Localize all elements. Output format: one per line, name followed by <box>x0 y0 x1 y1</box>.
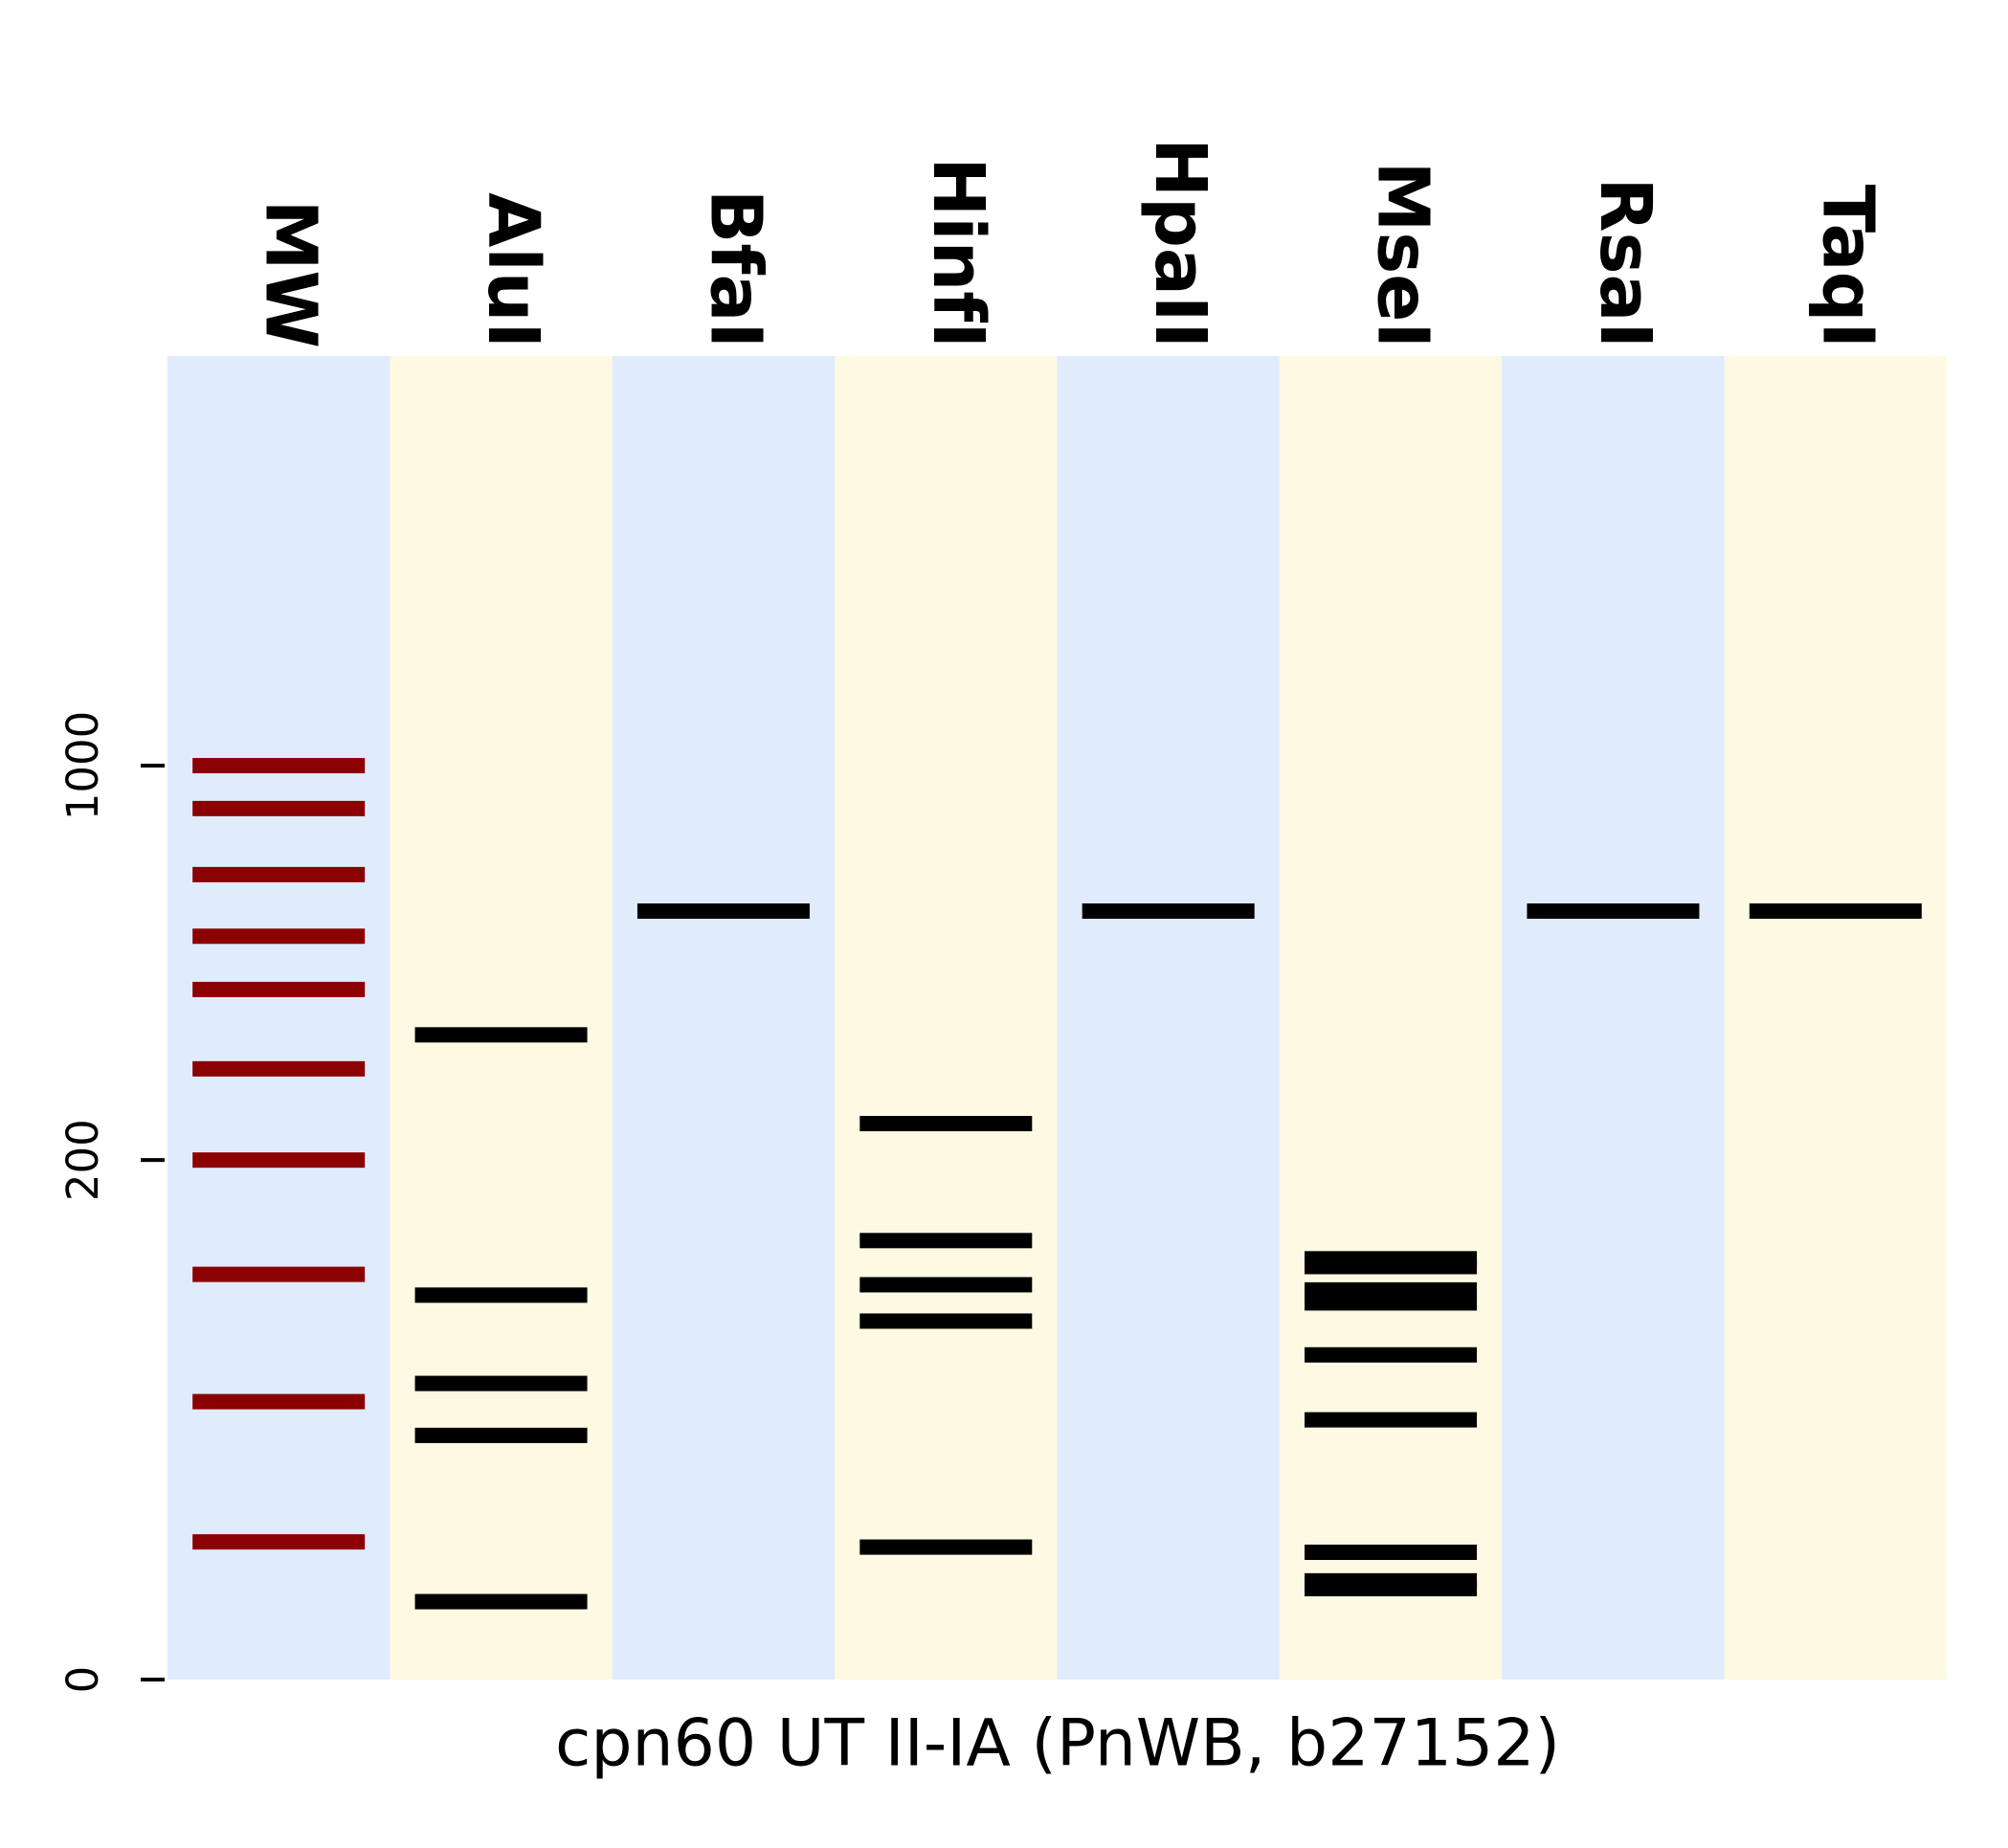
band <box>1082 903 1255 920</box>
lane-background <box>1502 356 1725 1680</box>
band <box>859 1233 1033 1249</box>
band <box>192 981 366 997</box>
lane-label: AluI <box>472 192 554 348</box>
lane-background <box>1279 356 1503 1680</box>
band <box>1305 1581 1478 1597</box>
lane-label: TaqI <box>1806 185 1888 348</box>
band <box>414 1287 588 1303</box>
band <box>192 1152 366 1169</box>
band <box>414 1375 588 1392</box>
band <box>1305 1545 1478 1561</box>
band <box>859 1313 1033 1329</box>
band <box>1305 1295 1478 1311</box>
lane-label: BfaI <box>694 189 776 348</box>
band <box>1305 1412 1478 1428</box>
band <box>1749 903 1922 920</box>
band <box>192 800 366 816</box>
band <box>192 1266 366 1282</box>
band <box>859 1116 1033 1132</box>
band <box>192 758 366 774</box>
band <box>192 1534 366 1550</box>
band <box>414 1027 588 1043</box>
y-tick-label: 200 <box>57 1119 108 1201</box>
lane-label: MW <box>250 200 332 348</box>
band <box>192 928 366 945</box>
band <box>192 866 366 882</box>
lane-label: RsaI <box>1584 178 1666 349</box>
band <box>1305 1347 1478 1363</box>
lane-label: HpaII <box>1139 138 1221 348</box>
band <box>414 1593 588 1610</box>
lane-background <box>1057 356 1280 1680</box>
band <box>1305 1258 1478 1275</box>
band <box>859 1277 1033 1293</box>
band <box>636 903 810 920</box>
y-tick-label: 1000 <box>57 711 108 821</box>
lane-background <box>167 356 390 1680</box>
lane-background <box>1724 356 1947 1680</box>
lane-background <box>835 356 1058 1680</box>
band <box>414 1427 588 1443</box>
lane-background <box>612 356 836 1680</box>
band <box>1305 1281 1478 1298</box>
lane-label: MseI <box>1362 162 1444 348</box>
lane-label: HinfI <box>917 157 999 348</box>
band <box>192 1060 366 1077</box>
y-tick-label: 0 <box>57 1666 108 1694</box>
band <box>859 1539 1033 1555</box>
band <box>192 1393 366 1410</box>
band <box>1527 903 1700 920</box>
x-axis-label: cpn60 UT II-IA (PnWB, b27152) <box>555 1706 1560 1782</box>
lane-background <box>390 356 613 1680</box>
